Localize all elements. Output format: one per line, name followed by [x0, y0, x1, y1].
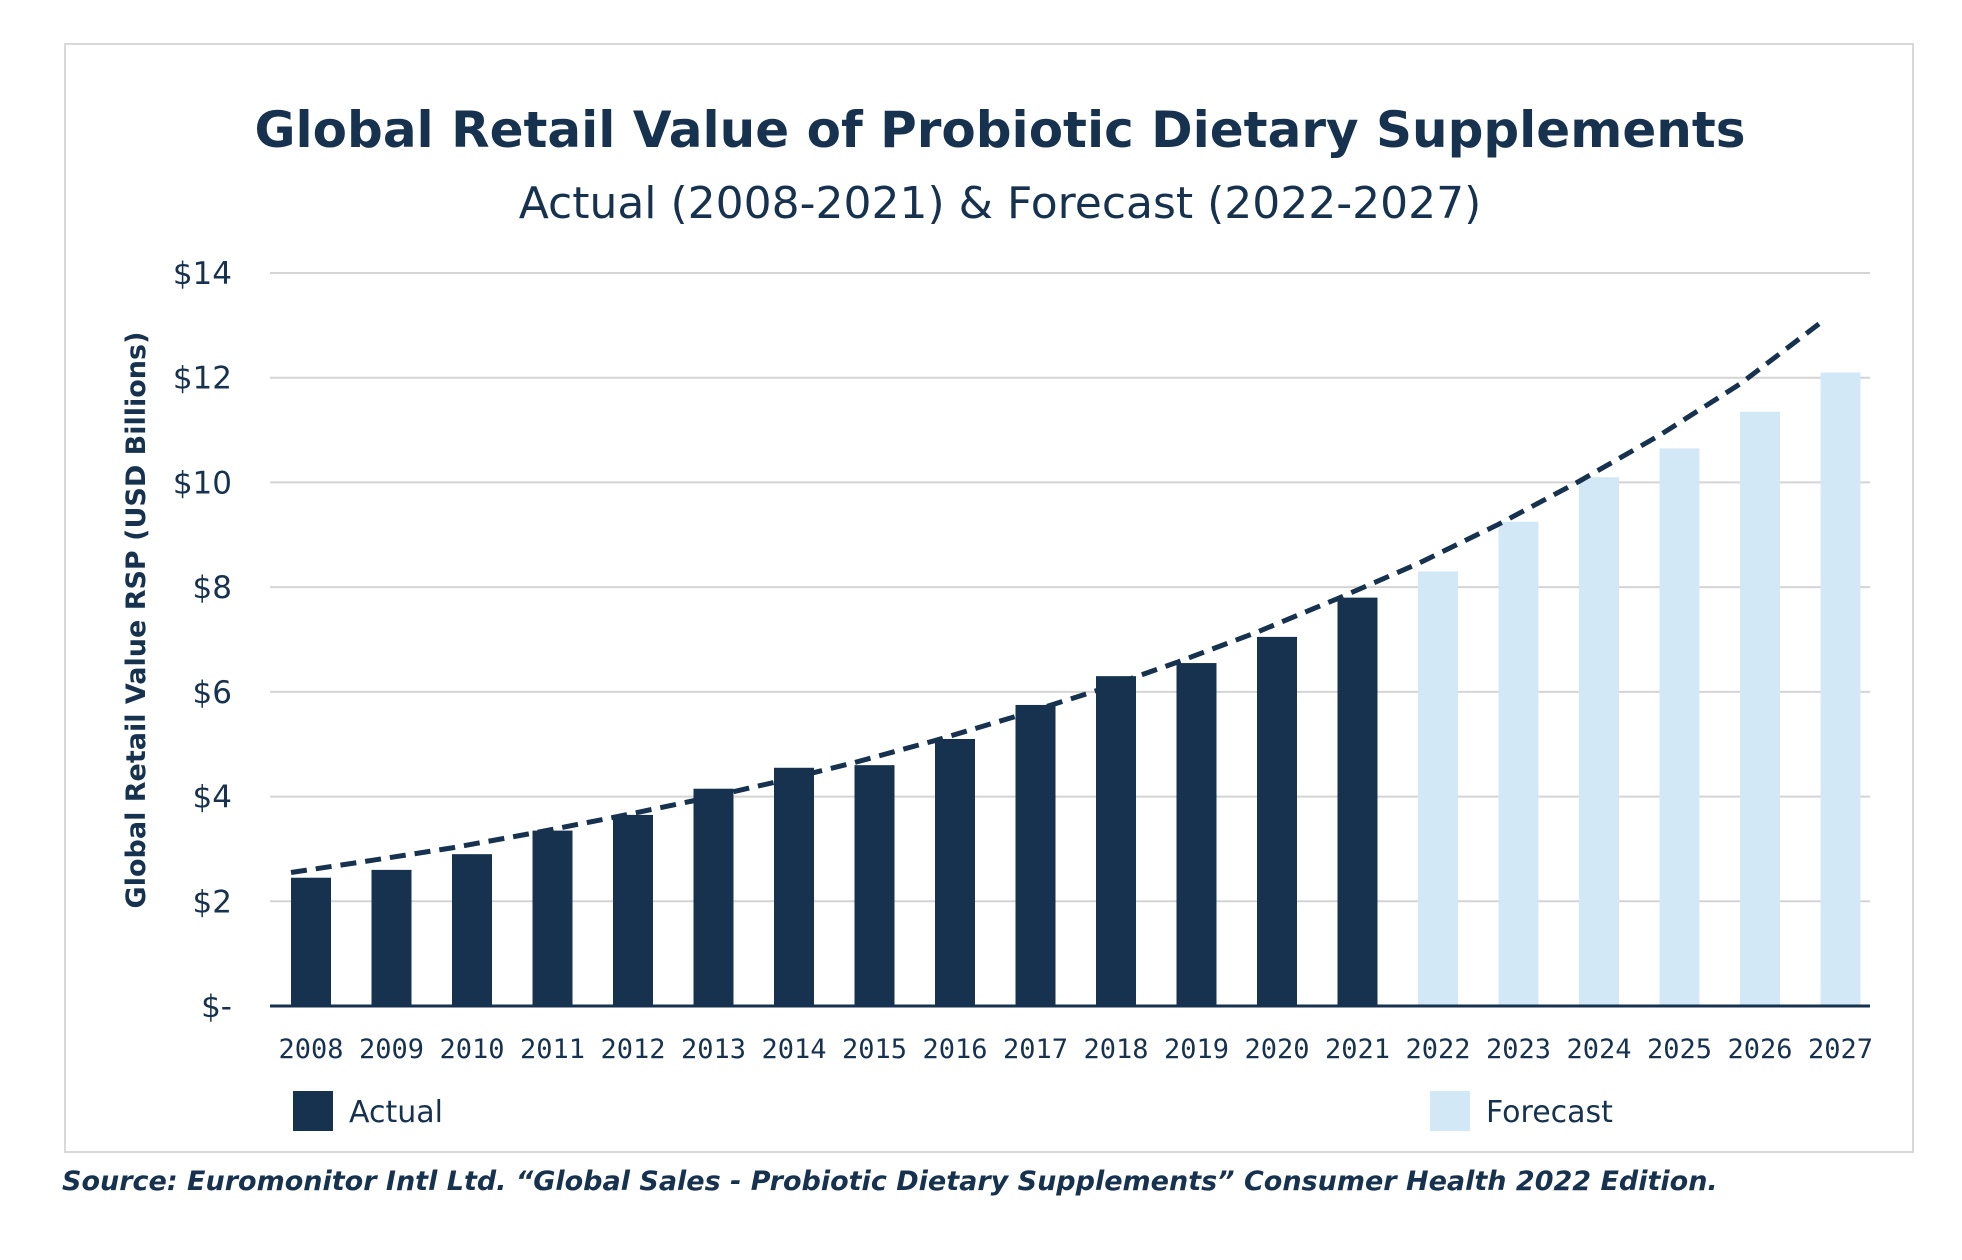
- bar: [935, 738, 975, 1006]
- x-tick-label: 2020: [1244, 1034, 1309, 1065]
- y-tick-label: $14: [173, 256, 232, 292]
- bar: [1096, 676, 1136, 1006]
- x-tick-label: 2008: [278, 1034, 343, 1065]
- legend-label: Actual: [349, 1095, 443, 1130]
- y-axis-label: Global Retail Value RSP (USD Billions): [121, 332, 152, 909]
- y-tick-label: $6: [193, 675, 232, 711]
- bar: [854, 765, 895, 1006]
- bar: [1579, 477, 1619, 1006]
- y-tick-label: $10: [173, 465, 232, 501]
- x-tick-label: 2023: [1486, 1034, 1551, 1065]
- bar: [1176, 663, 1217, 1006]
- x-tick-label: 2017: [1003, 1034, 1068, 1065]
- chart-subtitle: Actual (2008-2021) & Forecast (2022-2027…: [519, 178, 1482, 229]
- x-tick-label: 2025: [1647, 1034, 1712, 1065]
- legend: Actual Forecast: [293, 1091, 1613, 1131]
- bar: [693, 788, 734, 1006]
- x-tick-label: 2021: [1325, 1034, 1390, 1065]
- y-tick-label: $2: [193, 884, 232, 920]
- legend-label: Forecast: [1486, 1095, 1613, 1130]
- legend-swatch: [293, 1091, 333, 1131]
- x-tick-label: 2019: [1164, 1034, 1229, 1065]
- bars: [291, 372, 1861, 1006]
- x-tick-label: 2016: [922, 1034, 987, 1065]
- x-tick-label: 2027: [1808, 1034, 1873, 1065]
- y-tick-label: $4: [193, 780, 232, 816]
- bar: [1015, 704, 1056, 1006]
- x-tick-label: 2011: [520, 1034, 585, 1065]
- x-tick-label: 2015: [842, 1034, 907, 1065]
- bar: [774, 767, 814, 1006]
- x-axis-ticks: 2008 2009 2010 2011 2012 2013 2014 2015 2016 2017…: [278, 1034, 1873, 1065]
- x-tick-label: 2024: [1566, 1034, 1631, 1065]
- x-tick-label: 2010: [439, 1034, 504, 1065]
- y-tick-label: $-: [201, 989, 232, 1025]
- legend-swatch: [1430, 1091, 1470, 1131]
- bar: [1337, 597, 1378, 1006]
- x-tick-label: 2013: [681, 1034, 746, 1065]
- x-tick-label: 2022: [1405, 1034, 1470, 1065]
- chart: Global Retail Value of Probiotic Dietary…: [121, 101, 1873, 1131]
- bar: [1740, 411, 1780, 1006]
- x-tick-label: 2009: [359, 1034, 424, 1065]
- x-tick-label: 2018: [1083, 1034, 1148, 1065]
- bar: [1418, 571, 1458, 1006]
- bar: [452, 854, 492, 1006]
- x-tick-label: 2014: [761, 1034, 826, 1065]
- bar: [1820, 372, 1861, 1006]
- source-note: Source: Euromonitor Intl Ltd. “Global Sa…: [62, 1166, 1718, 1197]
- y-tick-label: $8: [193, 570, 232, 606]
- bar: [532, 830, 573, 1006]
- y-axis-ticks: $- $2 $4 $6 $8 $10 $12 $14: [173, 256, 232, 1025]
- chart-title: Global Retail Value of Probiotic Dietary…: [255, 101, 1746, 159]
- x-tick-label: 2026: [1727, 1034, 1792, 1065]
- bar: [371, 869, 412, 1006]
- trendline: [290, 320, 1823, 875]
- trendline-path: [290, 320, 1823, 875]
- bar: [613, 814, 653, 1006]
- bar: [1498, 521, 1539, 1006]
- bar: [1257, 636, 1297, 1006]
- x-tick-label: 2012: [600, 1034, 665, 1065]
- y-tick-label: $12: [173, 361, 232, 397]
- bar: [291, 877, 331, 1006]
- bar: [1659, 448, 1700, 1006]
- gridlines: [270, 272, 1870, 903]
